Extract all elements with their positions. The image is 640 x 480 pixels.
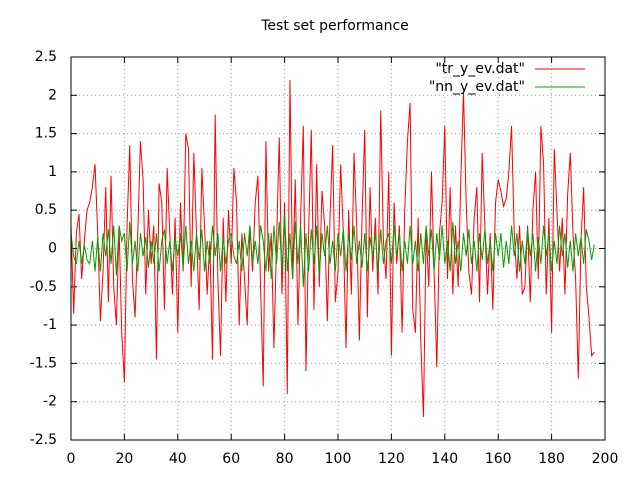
x-tick-label: 20 <box>115 451 133 467</box>
y-tick-label: 2 <box>48 87 57 103</box>
chart-title: Test set performance <box>260 18 409 34</box>
y-tick-label: -2.5 <box>30 432 57 448</box>
y-tick-label: 0 <box>48 241 57 257</box>
y-tick-label: 1 <box>48 164 57 180</box>
x-tick-label: 200 <box>592 451 619 467</box>
y-tick-label: -2 <box>43 394 57 410</box>
y-tick-label: -1.5 <box>30 355 57 371</box>
x-tick-label: 100 <box>325 451 352 467</box>
plot-border <box>70 56 606 441</box>
y-tick-label: 0.5 <box>35 202 57 218</box>
y-tick-label: -1 <box>43 317 57 333</box>
y-tick-label: -0.5 <box>30 279 57 295</box>
legend-label: "nn_y_ev.dat" <box>429 79 525 95</box>
x-tick-label: 140 <box>431 451 458 467</box>
x-tick-label: 60 <box>222 451 240 467</box>
x-tick-label: 160 <box>485 451 512 467</box>
legend-label: "tr_y_ev.dat" <box>435 61 525 77</box>
y-tick-label: 2.5 <box>35 49 57 65</box>
x-tick-label: 180 <box>538 451 565 467</box>
series-line <box>70 214 595 287</box>
y-tick-label: 1.5 <box>35 126 57 142</box>
x-tick-label: 40 <box>169 451 187 467</box>
x-tick-label: 0 <box>67 451 76 467</box>
x-tick-label: 80 <box>276 451 294 467</box>
series-line <box>70 79 595 418</box>
x-tick-label: 120 <box>378 451 405 467</box>
